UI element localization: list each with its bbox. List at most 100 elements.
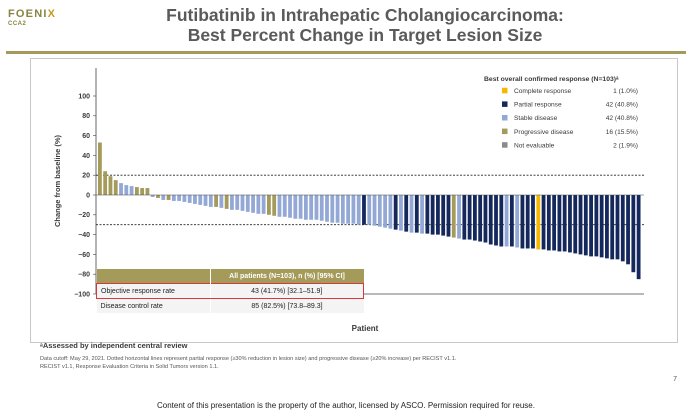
waterfall-bar: [504, 195, 509, 247]
legend-count-pr: 42 (40.8%): [606, 102, 638, 109]
waterfall-bar: [626, 195, 630, 265]
waterfall-bar: [98, 142, 102, 195]
waterfall-bar: [509, 195, 514, 247]
waterfall-bar: [351, 195, 356, 224]
waterfall-bar: [235, 195, 240, 210]
waterfall-bar: [393, 195, 398, 230]
waterfall-bar: [145, 188, 150, 195]
summary-header-label: [96, 269, 210, 284]
waterfall-bar: [388, 195, 393, 229]
waterfall-bar: [615, 195, 620, 260]
y-tick-label: 20: [82, 173, 90, 180]
waterfall-bar: [515, 195, 520, 248]
waterfall-bar: [251, 195, 255, 213]
waterfall-bar: [483, 195, 488, 243]
waterfall-bar: [346, 195, 351, 224]
waterfall-bar: [610, 195, 615, 260]
waterfall-bar: [520, 195, 525, 249]
waterfall-bar: [462, 195, 467, 240]
waterfall-bar: [620, 195, 625, 262]
title-divider: [6, 51, 686, 54]
cutoff-line-1: Data cutoff: May 29, 2021. Dotted horizo…: [40, 356, 457, 362]
legend-title: Best overall confirmed response (N=103)ᵃ: [484, 76, 619, 83]
summary-header-row: All patients (N=103), n (%) [95% CI]: [96, 269, 364, 284]
legend-label-sd: Stable disease: [514, 115, 558, 122]
waterfall-bar: [309, 195, 314, 220]
page-number: 7: [673, 376, 677, 383]
legend-label-pd: Progressive disease: [514, 129, 574, 136]
waterfall-bar: [208, 195, 213, 207]
waterfall-bar: [404, 195, 409, 232]
waterfall-bar: [605, 195, 609, 259]
legend-swatch-ne: [502, 142, 508, 148]
waterfall-bar: [568, 195, 572, 253]
waterfall-bar: [161, 195, 166, 200]
waterfall-bar: [457, 195, 461, 239]
waterfall-bar: [562, 195, 567, 252]
dcr-label: Disease control rate: [96, 298, 210, 313]
waterfall-bar: [261, 195, 266, 214]
chart-frame: [30, 58, 678, 343]
waterfall-bar: [583, 195, 588, 256]
waterfall-bar: [552, 195, 557, 251]
waterfall-bar: [293, 195, 298, 219]
y-tick-label: −80: [78, 272, 90, 279]
waterfall-bar: [557, 195, 562, 252]
waterfall-bar: [425, 195, 430, 234]
legend-swatch-pr: [502, 101, 508, 107]
waterfall-bar: [578, 195, 583, 255]
legend-count-cr: 1 (1.0%): [613, 88, 638, 95]
waterfall-bar: [451, 195, 456, 238]
waterfall-bar: [594, 195, 599, 257]
waterfall-bar: [446, 195, 451, 237]
waterfall-bar: [171, 195, 176, 201]
waterfall-bar: [240, 195, 245, 211]
foenix-logo: FOENIX CCA2: [8, 8, 56, 27]
waterfall-bar: [589, 195, 593, 257]
waterfall-bar: [541, 195, 546, 250]
waterfall-bar: [256, 195, 261, 214]
waterfall-bar: [219, 195, 224, 208]
legend-swatch-sd: [502, 115, 508, 121]
waterfall-bar: [409, 195, 414, 233]
waterfall-bar: [372, 195, 377, 226]
waterfall-bar: [499, 195, 504, 247]
waterfall-bar: [414, 195, 419, 233]
waterfall-bar: [140, 188, 145, 195]
waterfall-bar: [203, 195, 208, 206]
cutoff-line-2: RECIST v1.1, Response Evaluation Criteri…: [40, 364, 219, 370]
orr-value: 43 (41.7%) [32.1–51.9]: [209, 283, 364, 299]
waterfall-bar: [282, 195, 287, 217]
waterfall-bar: [277, 195, 282, 217]
waterfall-bar: [472, 195, 477, 241]
footnote-assessment: ᵃAssessed by independent central review: [40, 341, 188, 350]
waterfall-bar: [245, 195, 250, 212]
logo-x: X: [47, 8, 57, 20]
waterfall-bar: [399, 195, 403, 231]
waterfall-bar: [303, 195, 308, 220]
y-tick-label: 100: [78, 93, 90, 100]
waterfall-bar: [314, 195, 319, 220]
waterfall-bar: [288, 195, 292, 218]
waterfall-bar: [325, 195, 329, 222]
y-tick-label: −100: [74, 291, 90, 298]
y-tick-label: 60: [82, 133, 90, 140]
waterfall-bar: [182, 195, 187, 202]
title-line-1: Futibatinib in Intrahepatic Cholangiocar…: [166, 5, 564, 25]
waterfall-bar: [340, 195, 345, 224]
y-tick-label: −60: [78, 252, 90, 259]
waterfall-bar: [187, 195, 192, 203]
waterfall-bar: [319, 195, 324, 221]
waterfall-bar: [298, 195, 303, 219]
waterfall-bar: [430, 195, 435, 235]
title-line-2: Best Percent Change in Target Lesion Siz…: [187, 25, 543, 45]
y-tick-label: −40: [78, 232, 90, 239]
waterfall-bar: [272, 195, 277, 216]
waterfall-bar: [119, 183, 123, 195]
waterfall-bar: [124, 185, 129, 195]
y-tick-label: 0: [86, 192, 90, 199]
waterfall-bar: [573, 195, 578, 254]
waterfall-bar: [150, 195, 155, 197]
y-axis-title: Change from baseline (%): [53, 134, 62, 227]
